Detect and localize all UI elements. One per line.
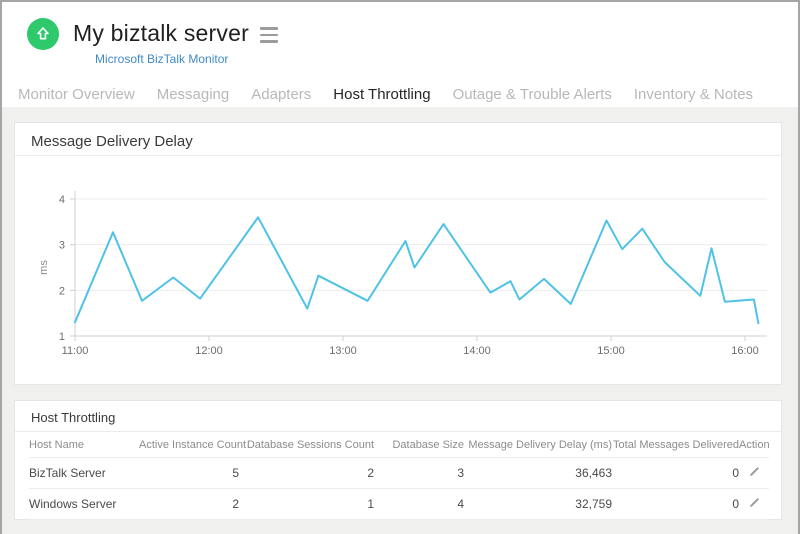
cell-value: 5 bbox=[139, 457, 239, 489]
cell-value: 2 bbox=[239, 457, 374, 489]
message-delivery-delay-chart: 1 2 3 4 11:00 12:00 13:00 14:00 15:00 16:00 ms bbox=[38, 191, 767, 357]
cell-value: 1 bbox=[239, 488, 374, 520]
tab-adapters[interactable]: Adapters bbox=[251, 86, 312, 103]
tab-bar: Monitor Overview Messaging Adapters Host Th… bbox=[18, 86, 754, 115]
chart-card-title: Message Delivery Delay bbox=[15, 123, 781, 156]
chart-card: Message Delivery Delay 1 2 3 4 11:00 12:00 13:… bbox=[14, 122, 782, 385]
y-tick-label: 4 bbox=[59, 194, 65, 206]
table-card-title: Host Throttling bbox=[15, 401, 781, 432]
tab-monitor-overview[interactable]: Monitor Overview bbox=[18, 86, 135, 103]
tab-host-throttling[interactable]: Host Throttling bbox=[333, 86, 431, 115]
cell-value: 3 bbox=[374, 457, 464, 489]
host-throttling-table: Host Name Active Instance Count Database S… bbox=[29, 432, 770, 520]
y-tick-label: 3 bbox=[59, 240, 65, 252]
x-tick-label: 16:00 bbox=[731, 345, 759, 357]
cell-value: 4 bbox=[374, 488, 464, 520]
delay-line-series bbox=[74, 216, 760, 325]
header: My biztalk server Microsoft BizTalk Moni… bbox=[2, 2, 798, 105]
tab-messaging[interactable]: Messaging bbox=[156, 86, 230, 103]
x-tick-label: 13:00 bbox=[329, 345, 357, 357]
table-header-row: Host Name Active Instance Count Database S… bbox=[29, 432, 770, 458]
cell-value: 0 bbox=[612, 488, 739, 520]
hamburger-icon[interactable] bbox=[260, 27, 280, 43]
x-tick-label: 15:00 bbox=[597, 345, 625, 357]
monitor-type-link[interactable]: Microsoft BizTalk Monitor bbox=[95, 52, 229, 66]
edit-button[interactable] bbox=[748, 496, 761, 509]
table-row: Windows Server 2 1 4 32,759 0 bbox=[29, 488, 769, 520]
edit-button[interactable] bbox=[748, 465, 761, 478]
content-area: Message Delivery Delay 1 2 3 4 11:00 12:00 13:… bbox=[2, 107, 798, 534]
x-tick-label: 14:00 bbox=[463, 345, 491, 357]
table-row: BizTalk Server 5 2 3 36,463 0 bbox=[29, 457, 769, 489]
cell-host-name: BizTalk Server bbox=[29, 457, 139, 489]
cell-value: 36,463 bbox=[464, 457, 612, 489]
page-title: My biztalk server bbox=[73, 20, 249, 46]
cell-action bbox=[739, 457, 769, 489]
column-header-database-sessions-count: Database Sessions Count bbox=[239, 432, 374, 458]
y-tick-label: 2 bbox=[59, 285, 65, 297]
x-tick-label: 11:00 bbox=[62, 345, 89, 357]
cell-value: 32,759 bbox=[464, 488, 612, 520]
cell-action bbox=[739, 488, 769, 520]
arrow-up-icon bbox=[37, 27, 49, 40]
cell-host-name: Windows Server bbox=[29, 488, 139, 520]
column-header-database-size: Database Size bbox=[374, 432, 464, 458]
tab-outage-trouble-alerts[interactable]: Outage & Trouble Alerts bbox=[452, 86, 612, 103]
column-header-active-instance-count: Active Instance Count bbox=[139, 432, 246, 458]
status-badge bbox=[27, 18, 59, 50]
x-tick-label: 12:00 bbox=[195, 345, 223, 357]
table-card: Host Throttling Host Name Active Instance… bbox=[14, 400, 782, 520]
column-header-host-name: Host Name bbox=[29, 432, 139, 458]
y-tick-label: 1 bbox=[59, 331, 65, 343]
cell-value: 2 bbox=[139, 488, 239, 520]
tab-inventory-notes[interactable]: Inventory & Notes bbox=[633, 86, 754, 103]
pencil-icon bbox=[749, 498, 759, 507]
column-header-action: Action bbox=[739, 432, 770, 458]
pencil-icon bbox=[749, 467, 759, 476]
cell-value: 0 bbox=[612, 457, 739, 489]
column-header-message-delivery-delay-ms: Message Delivery Delay (ms) bbox=[464, 432, 612, 458]
column-header-total-messages-delivered: Total Messages Delivered bbox=[612, 432, 739, 458]
y-axis-unit-label: ms bbox=[38, 260, 50, 275]
